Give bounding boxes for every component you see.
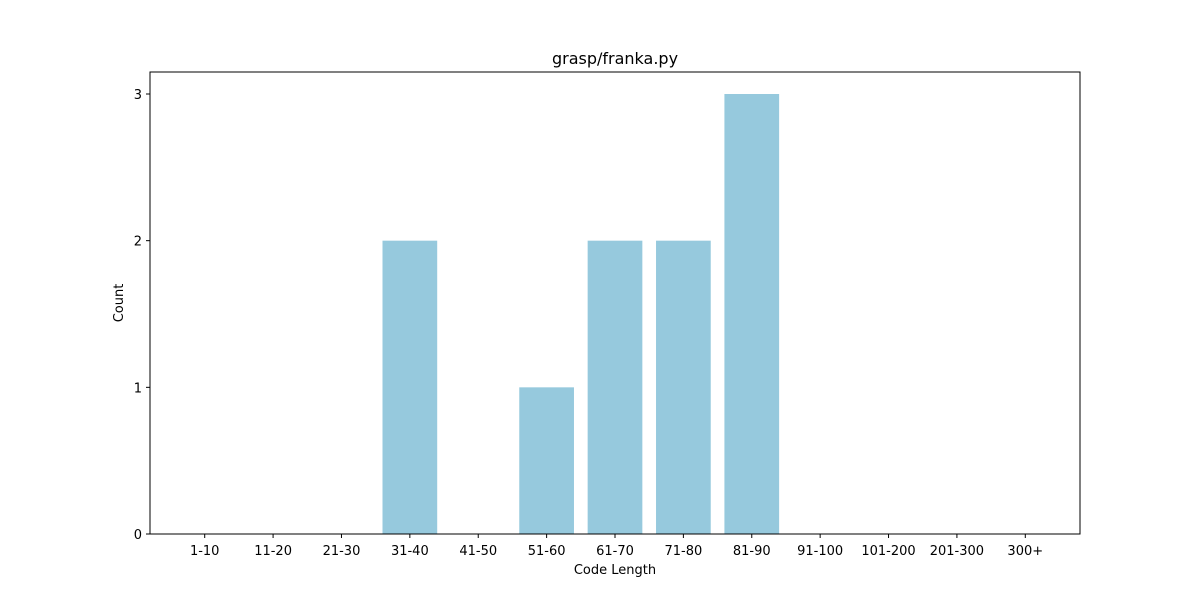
chart-title: grasp/franka.py bbox=[552, 49, 678, 68]
x-tick-label: 1-10 bbox=[190, 544, 220, 559]
bars-group bbox=[382, 94, 780, 534]
x-tick-label: 300+ bbox=[1007, 544, 1043, 559]
y-tick-label: 1 bbox=[134, 381, 142, 396]
x-tick-label: 41-50 bbox=[459, 544, 497, 559]
x-tick-label: 81-90 bbox=[733, 544, 771, 559]
bar-61-70 bbox=[587, 240, 643, 534]
x-tick-label: 51-60 bbox=[528, 544, 566, 559]
x-tick-label: 101-200 bbox=[861, 544, 915, 559]
bar-71-80 bbox=[656, 240, 711, 534]
y-tick-label: 0 bbox=[134, 528, 142, 543]
x-tick-label: 91-100 bbox=[797, 544, 843, 559]
bar-51-60 bbox=[519, 387, 574, 534]
x-tick-label: 11-20 bbox=[254, 544, 292, 559]
x-tick-label: 31-40 bbox=[391, 544, 429, 559]
y-axis: 0 1 2 3 bbox=[134, 88, 150, 543]
x-axis-label: Code Length bbox=[574, 563, 656, 578]
bar-31-40 bbox=[382, 240, 438, 534]
x-tick-label: 21-30 bbox=[323, 544, 361, 559]
x-axis: 1-10 11-20 21-30 31-40 41-50 51-60 61-70 71-80 8… bbox=[190, 534, 1043, 559]
x-tick-label: 61-70 bbox=[596, 544, 634, 559]
bar-81-90 bbox=[724, 94, 780, 534]
y-tick-label: 2 bbox=[134, 235, 142, 250]
x-tick-label: 71-80 bbox=[664, 544, 702, 559]
x-tick-label: 201-300 bbox=[930, 544, 984, 559]
y-tick-label: 3 bbox=[134, 88, 142, 103]
y-axis-label: Count bbox=[112, 284, 127, 323]
